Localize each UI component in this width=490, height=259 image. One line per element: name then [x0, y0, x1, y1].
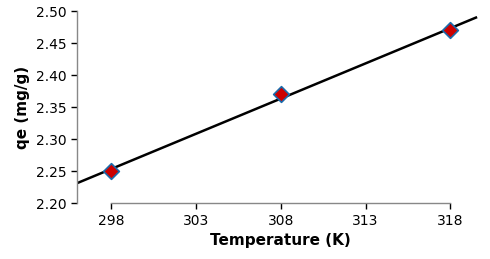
Y-axis label: qe (mg/g): qe (mg/g) — [15, 66, 30, 149]
Point — [446, 28, 454, 32]
Point — [107, 169, 115, 173]
X-axis label: Temperature (K): Temperature (K) — [210, 233, 351, 248]
Point — [277, 92, 285, 96]
